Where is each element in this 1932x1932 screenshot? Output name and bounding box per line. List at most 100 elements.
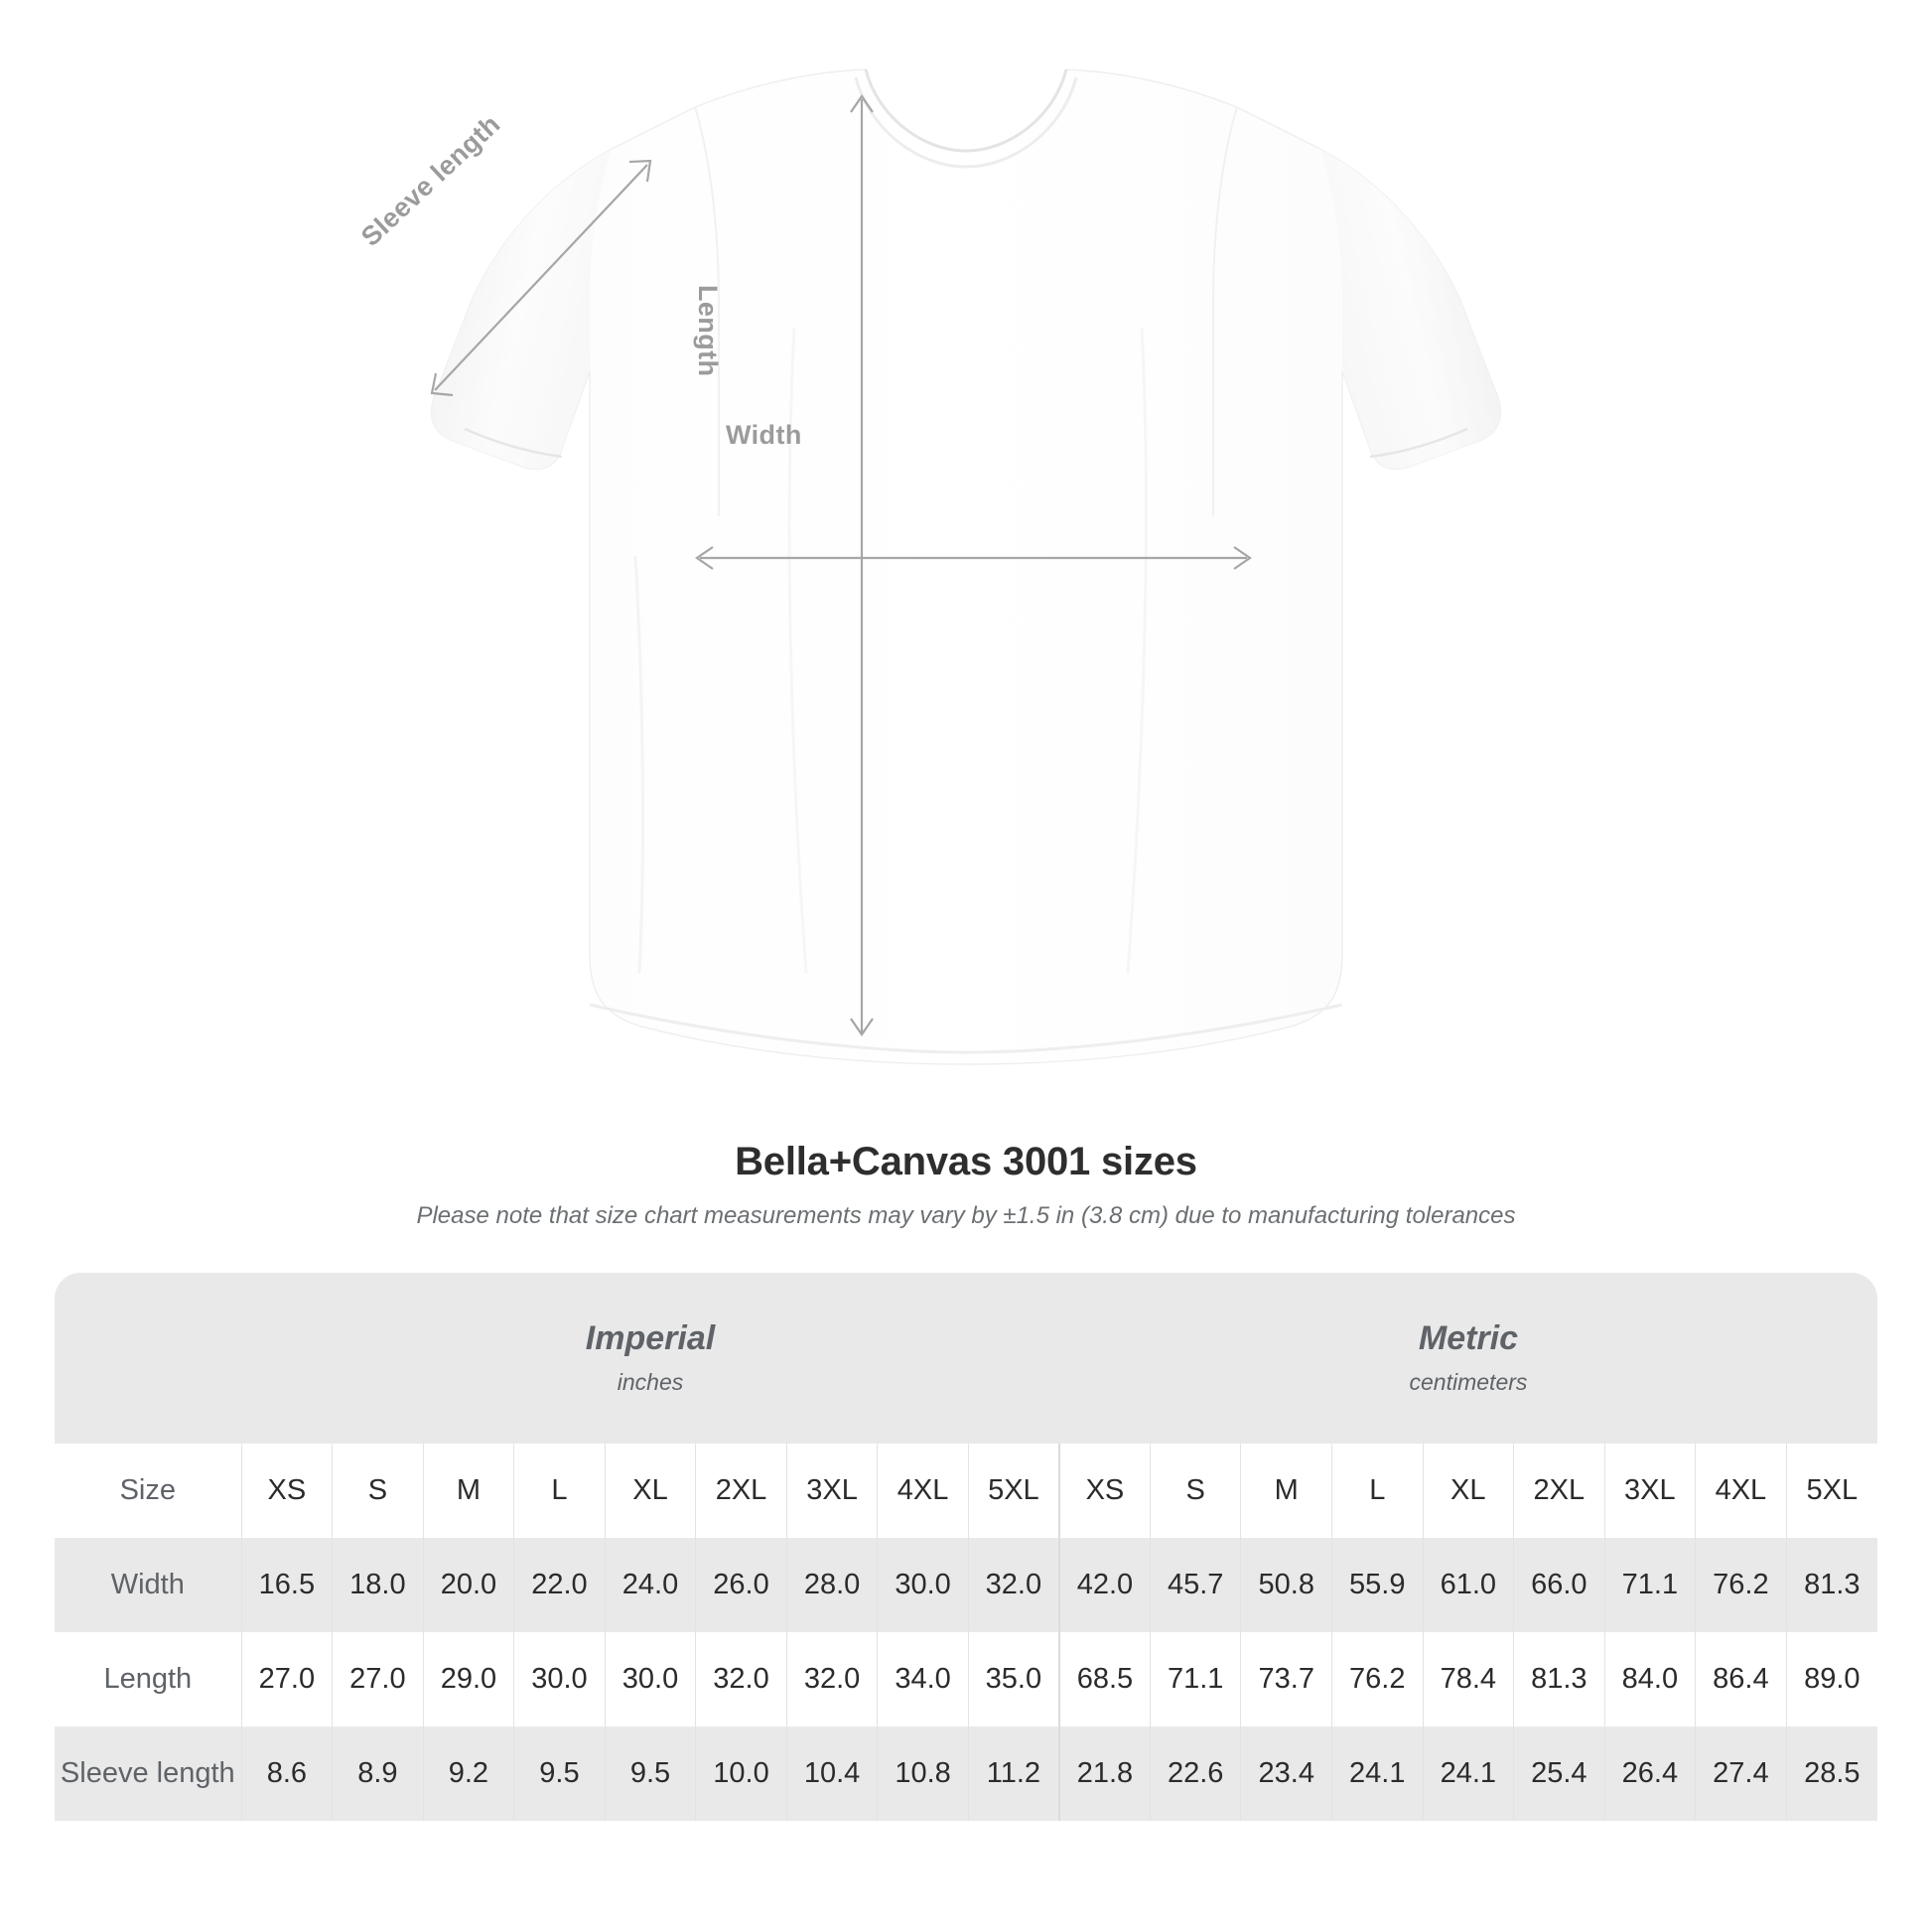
length-metric-xl: 78.4 — [1423, 1632, 1515, 1726]
width-imperial-4xl: 30.0 — [877, 1538, 969, 1632]
unit-header-imperial: Imperial inches — [241, 1273, 1059, 1444]
unit-metric-sub: centimeters — [1409, 1369, 1528, 1396]
size-table: Imperial inches Metric centimeters Size … — [55, 1273, 1877, 1821]
row-label-length: Length — [55, 1632, 242, 1726]
sleeve-metric-m: 23.4 — [1240, 1726, 1332, 1821]
width-metric-xl: 61.0 — [1423, 1538, 1515, 1632]
width-metric-s: 45.7 — [1150, 1538, 1242, 1632]
length-imperial-2xl: 32.0 — [695, 1632, 787, 1726]
length-imperial-l: 30.0 — [513, 1632, 606, 1726]
length-arrow-bottom — [850, 1018, 874, 1036]
length-metric-xs: 68.5 — [1058, 1632, 1151, 1726]
unit-header-row: Imperial inches Metric centimeters — [55, 1273, 1877, 1444]
size-header-imperial-l: L — [513, 1444, 606, 1538]
unit-header-metric: Metric centimeters — [1058, 1273, 1877, 1444]
size-header-imperial-2xl: 2XL — [695, 1444, 787, 1538]
length-imperial-m: 29.0 — [423, 1632, 515, 1726]
measurement-guides — [430, 94, 1252, 1036]
product-figure: Sleeve length Length Width — [355, 69, 1501, 1065]
size-header-imperial-s: S — [332, 1444, 424, 1538]
size-header-imperial-xl: XL — [605, 1444, 697, 1538]
size-header-imperial-4xl: 4XL — [877, 1444, 969, 1538]
page-title: Bella+Canvas 3001 sizes — [735, 1140, 1197, 1183]
width-metric-5xl: 81.3 — [1786, 1538, 1877, 1632]
length-annotation: Length — [693, 285, 723, 377]
sleeve-metric-s: 22.6 — [1150, 1726, 1242, 1821]
size-header-imperial-m: M — [423, 1444, 515, 1538]
size-header-metric-m: M — [1240, 1444, 1332, 1538]
length-metric-5xl: 89.0 — [1786, 1632, 1877, 1726]
table-row: Length 27.0 27.0 29.0 30.0 30.0 32.0 32.… — [55, 1632, 1877, 1726]
sleeve-metric-2xl: 25.4 — [1513, 1726, 1605, 1821]
width-metric-2xl: 66.0 — [1513, 1538, 1605, 1632]
sleeve-metric-5xl: 28.5 — [1786, 1726, 1877, 1821]
size-header-metric-s: S — [1150, 1444, 1242, 1538]
unit-metric-name: Metric — [1418, 1318, 1519, 1357]
width-imperial-xl: 24.0 — [605, 1538, 697, 1632]
length-metric-2xl: 81.3 — [1513, 1632, 1605, 1726]
width-arrow-right — [1233, 546, 1252, 570]
length-imperial-4xl: 34.0 — [877, 1632, 969, 1726]
width-imperial-l: 22.0 — [513, 1538, 606, 1632]
width-arrow-left — [695, 546, 714, 570]
size-header-metric-2xl: 2XL — [1513, 1444, 1605, 1538]
size-header-metric-3xl: 3XL — [1604, 1444, 1697, 1538]
row-label-sleeve-length: Sleeve length — [55, 1726, 242, 1821]
sleeve-imperial-3xl: 10.4 — [786, 1726, 879, 1821]
size-header-row: Size XS S M L XL 2XL 3XL 4XL 5XL XS S M … — [55, 1444, 1877, 1538]
sleeve-imperial-xs: 8.6 — [241, 1726, 334, 1821]
tolerance-note: Please note that size chart measurements… — [416, 1202, 1516, 1229]
width-annotation: Width — [726, 420, 802, 450]
size-header-imperial-5xl: 5XL — [968, 1444, 1060, 1538]
unit-header-spacer — [55, 1273, 242, 1444]
sleeve-metric-3xl: 26.4 — [1604, 1726, 1697, 1821]
size-row-label: Size — [55, 1444, 242, 1538]
size-header-metric-xs: XS — [1058, 1444, 1151, 1538]
sleeve-metric-4xl: 27.4 — [1695, 1726, 1787, 1821]
size-header-metric-4xl: 4XL — [1695, 1444, 1787, 1538]
sleeve-metric-l: 24.1 — [1331, 1726, 1424, 1821]
unit-imperial-sub: inches — [617, 1369, 684, 1396]
size-table-container: Imperial inches Metric centimeters Size … — [55, 1273, 1877, 1821]
size-header-metric-5xl: 5XL — [1786, 1444, 1877, 1538]
width-imperial-m: 20.0 — [423, 1538, 515, 1632]
width-metric-m: 50.8 — [1240, 1538, 1332, 1632]
width-imperial-xs: 16.5 — [241, 1538, 334, 1632]
width-metric-4xl: 76.2 — [1695, 1538, 1787, 1632]
width-metric-xs: 42.0 — [1058, 1538, 1151, 1632]
sleeve-imperial-5xl: 11.2 — [968, 1726, 1060, 1821]
size-header-metric-l: L — [1331, 1444, 1424, 1538]
sleeve-imperial-m: 9.2 — [423, 1726, 515, 1821]
sleeve-metric-xs: 21.8 — [1058, 1726, 1151, 1821]
chart-heading-block: Bella+Canvas 3001 sizes Please note that… — [0, 1140, 1932, 1230]
sleeve-imperial-l: 9.5 — [513, 1726, 606, 1821]
size-header-metric-xl: XL — [1423, 1444, 1515, 1538]
length-imperial-3xl: 32.0 — [786, 1632, 879, 1726]
sleeve-arrow-end — [628, 159, 652, 183]
table-row: Sleeve length 8.6 8.9 9.2 9.5 9.5 10.0 1… — [55, 1726, 1877, 1821]
width-metric-l: 55.9 — [1331, 1538, 1424, 1632]
width-imperial-5xl: 32.0 — [968, 1538, 1060, 1632]
unit-imperial-name: Imperial — [585, 1318, 716, 1357]
width-metric-3xl: 71.1 — [1604, 1538, 1697, 1632]
length-imperial-s: 27.0 — [332, 1632, 424, 1726]
length-imperial-5xl: 35.0 — [968, 1632, 1060, 1726]
size-header-imperial-3xl: 3XL — [786, 1444, 879, 1538]
length-metric-3xl: 84.0 — [1604, 1632, 1697, 1726]
sleeve-imperial-4xl: 10.8 — [877, 1726, 969, 1821]
sleeve-arrow-start — [430, 372, 454, 397]
length-metric-s: 71.1 — [1150, 1632, 1242, 1726]
length-metric-l: 76.2 — [1331, 1632, 1424, 1726]
sleeve-metric-xl: 24.1 — [1423, 1726, 1515, 1821]
width-imperial-s: 18.0 — [332, 1538, 424, 1632]
tshirt-illustration — [430, 69, 1501, 1065]
sleeve-imperial-xl: 9.5 — [605, 1726, 697, 1821]
sleeve-imperial-s: 8.9 — [332, 1726, 424, 1821]
width-imperial-3xl: 28.0 — [786, 1538, 879, 1632]
sleeve-guide-line — [434, 164, 648, 391]
size-header-imperial-xs: XS — [241, 1444, 334, 1538]
length-arrow-top — [850, 94, 874, 113]
length-imperial-xl: 30.0 — [605, 1632, 697, 1726]
length-metric-m: 73.7 — [1240, 1632, 1332, 1726]
length-metric-4xl: 86.4 — [1695, 1632, 1787, 1726]
